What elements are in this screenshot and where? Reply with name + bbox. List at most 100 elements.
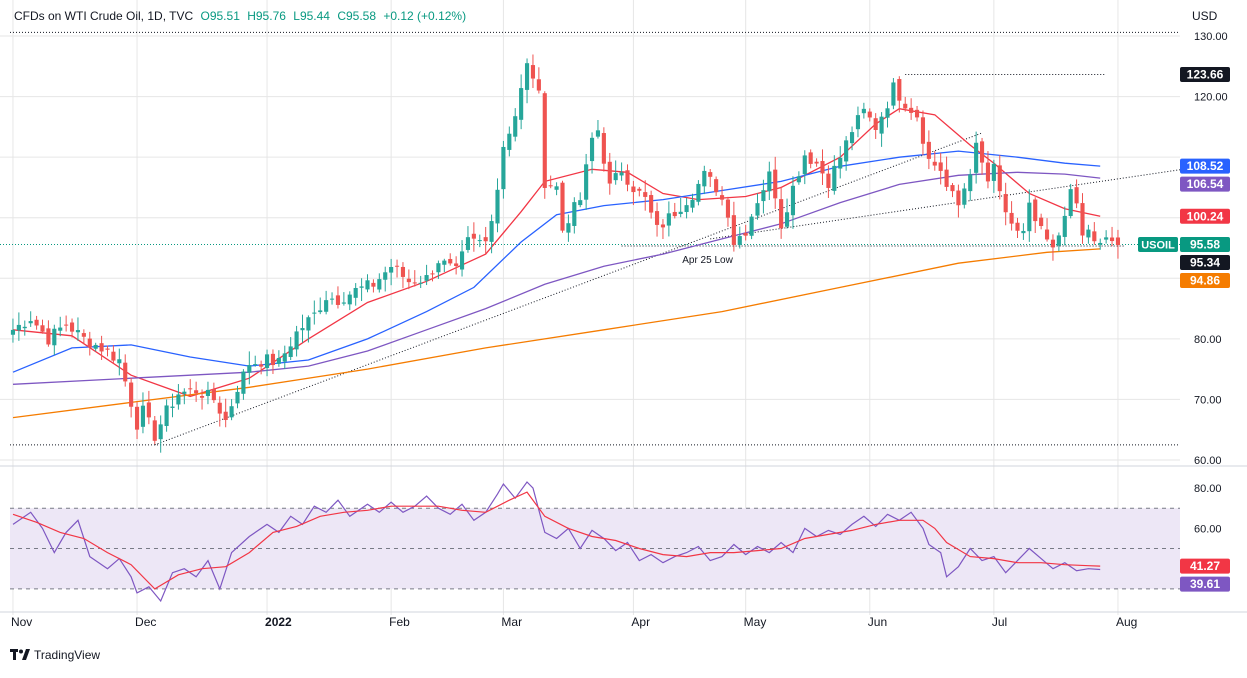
- candle-body: [643, 192, 648, 197]
- price-tag-bg: [1180, 273, 1230, 289]
- tradingview-logo-icon: [10, 649, 30, 660]
- candle: [838, 146, 843, 179]
- candle-body: [613, 173, 618, 181]
- candle-body: [430, 273, 435, 275]
- candle: [418, 275, 423, 289]
- candle: [566, 214, 571, 242]
- candle: [678, 197, 683, 218]
- candle-body: [264, 354, 270, 369]
- candle: [613, 160, 618, 185]
- candle-body: [909, 107, 914, 113]
- candle: [1039, 213, 1044, 230]
- price-tag-label: 100.24: [1187, 209, 1224, 223]
- candle: [199, 389, 205, 410]
- candle: [867, 108, 872, 122]
- candle-body: [211, 389, 216, 401]
- candle: [377, 273, 382, 293]
- candle-body: [542, 93, 547, 188]
- candle-body: [802, 155, 807, 175]
- candle-body: [737, 236, 742, 245]
- price-axis-tick: 130.00: [1194, 31, 1228, 43]
- candle: [371, 279, 376, 293]
- candle-body: [903, 103, 908, 109]
- candle: [40, 319, 45, 334]
- candle-body: [123, 362, 128, 382]
- candle: [1115, 229, 1121, 259]
- candle-body: [855, 115, 861, 130]
- candle-body: [844, 140, 849, 162]
- candle: [956, 184, 961, 218]
- high-value: H95.76: [247, 9, 286, 23]
- candle: [796, 171, 801, 185]
- candle: [22, 320, 27, 336]
- candle: [483, 226, 488, 254]
- candle: [182, 388, 187, 405]
- symbol-title[interactable]: CFDs on WTI Crude Oil, 1D, TVC: [14, 9, 194, 23]
- candle: [1092, 222, 1097, 245]
- candle: [572, 197, 577, 234]
- candle-body: [749, 216, 754, 236]
- candle: [513, 108, 518, 142]
- candle: [188, 379, 193, 395]
- price-axis-tick: 60.00: [1194, 455, 1222, 467]
- annotation-apr-25-low: Apr 25 Low: [682, 255, 733, 266]
- candle: [790, 176, 796, 229]
- candle: [507, 126, 512, 157]
- candle-body: [702, 170, 707, 187]
- candle-body: [465, 237, 471, 250]
- candle: [808, 149, 813, 169]
- candle: [601, 127, 606, 172]
- currency-label[interactable]: USD: [1192, 9, 1218, 23]
- price-tag-123-66: 123.66: [1180, 66, 1230, 82]
- candle: [34, 315, 39, 330]
- candle: [176, 384, 181, 410]
- time-axis-tick: Apr: [631, 615, 650, 629]
- candle: [259, 360, 264, 375]
- candle-body: [81, 333, 86, 337]
- candle-body: [1068, 189, 1073, 217]
- price-tag-108-52: 108.52: [1180, 158, 1230, 174]
- candle-body: [400, 266, 406, 277]
- candle: [749, 214, 754, 240]
- candle-body: [1115, 237, 1121, 245]
- candle: [832, 155, 837, 195]
- candle: [643, 180, 648, 211]
- candle: [10, 318, 16, 343]
- candle-body: [524, 63, 530, 90]
- candle-body: [394, 265, 400, 267]
- candle-body: [436, 263, 441, 273]
- time-axis-tick: Jul: [992, 615, 1007, 629]
- candle-body: [40, 325, 45, 332]
- candle-body: [578, 200, 583, 206]
- candle: [725, 196, 731, 227]
- candle: [495, 178, 500, 233]
- candle: [75, 317, 81, 341]
- candle-body: [1109, 237, 1115, 242]
- time-axis-tick: 2022: [265, 615, 292, 629]
- symbol-tag-bg: [1138, 237, 1178, 253]
- candle-body: [199, 395, 205, 398]
- candle: [761, 179, 766, 214]
- tradingview-brand[interactable]: TradingView: [10, 648, 100, 662]
- time-axis-tick: May: [744, 615, 767, 629]
- candle-body: [932, 161, 937, 166]
- candle: [743, 224, 748, 241]
- candle-body: [46, 328, 51, 345]
- candle-body: [513, 116, 518, 137]
- candle-body: [1033, 199, 1038, 222]
- candle: [164, 399, 169, 432]
- candle-body: [619, 172, 624, 176]
- candle-body: [34, 319, 39, 326]
- candle: [247, 351, 252, 385]
- candle-body: [176, 394, 181, 405]
- candle-body: [572, 202, 577, 226]
- candle: [359, 278, 364, 301]
- candle: [365, 274, 370, 293]
- candle: [849, 126, 855, 151]
- candle: [731, 201, 736, 252]
- candle: [654, 202, 660, 237]
- candle-body: [725, 199, 731, 218]
- time-axis-tick: Feb: [389, 615, 410, 629]
- candle-body: [253, 364, 258, 366]
